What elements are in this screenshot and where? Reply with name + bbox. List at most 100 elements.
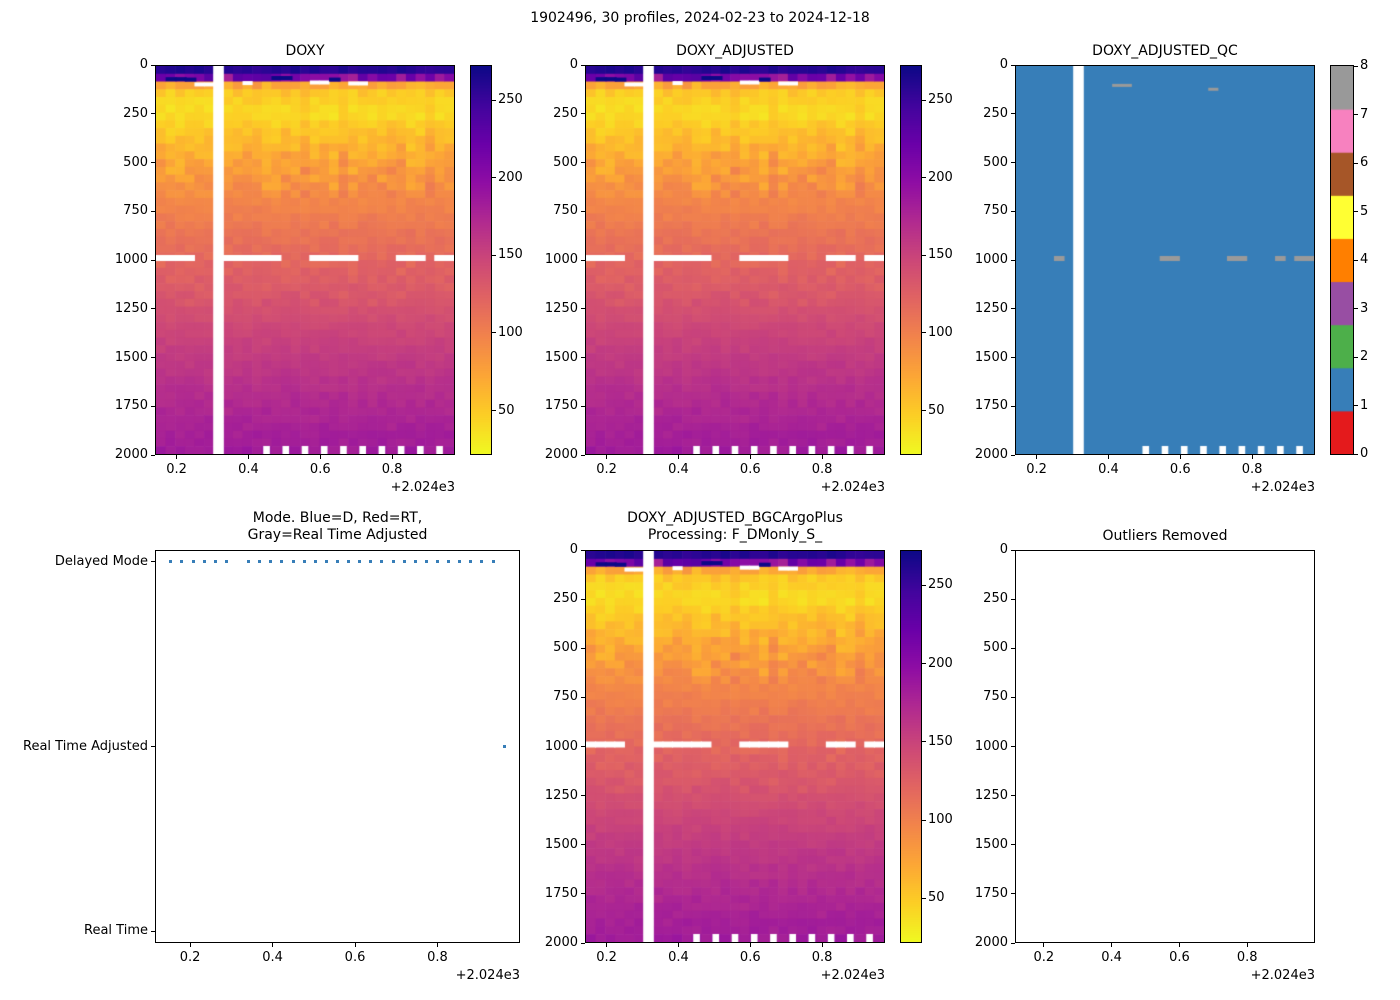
delayed-mode-dot bbox=[302, 560, 306, 564]
qc-colorbar-tick-label: 2 bbox=[1360, 349, 1369, 364]
y-tickmark bbox=[1011, 942, 1015, 944]
y-tick-label: 1750 bbox=[544, 885, 578, 901]
colorbar-tick-label: 50 bbox=[498, 402, 515, 418]
colorbar-tickmark bbox=[922, 410, 926, 412]
delayed-mode-dot bbox=[458, 560, 462, 564]
colorbar-tick-label: 100 bbox=[928, 812, 953, 827]
doxy-adjusted-qc-title: DOXY_ADJUSTED_QC bbox=[1092, 43, 1238, 59]
x-tick-label: 0.6 bbox=[309, 462, 331, 477]
x-tickmark bbox=[1036, 455, 1038, 459]
y-tick-label: 1250 bbox=[544, 300, 578, 316]
colorbar-tick-label: 200 bbox=[928, 655, 953, 671]
doxy-heatmap-canvas bbox=[156, 66, 454, 454]
x-tick-label: 0.2 bbox=[1026, 462, 1047, 477]
x-tick-label: 0.2 bbox=[596, 950, 617, 965]
y-tickmark bbox=[1011, 405, 1015, 407]
qc-colorbar-tick-label: 8 bbox=[1360, 58, 1369, 73]
x-tick-label: 0.8 bbox=[811, 462, 833, 477]
y-tick-label: 1750 bbox=[544, 398, 578, 414]
qc-colorbar-tick-label: 0 bbox=[1360, 446, 1369, 461]
y-tickmark bbox=[1011, 549, 1015, 551]
y-tick-label: 1000 bbox=[114, 252, 148, 267]
colorbar-tickmark bbox=[922, 254, 926, 256]
x-tick-label: 0.6 bbox=[739, 462, 761, 477]
colorbar-tickmark bbox=[922, 332, 926, 334]
x-tickmark bbox=[606, 455, 608, 459]
x-tickmark bbox=[319, 455, 321, 459]
delayed-mode-dot bbox=[180, 560, 184, 564]
y-tick-label: 1750 bbox=[974, 885, 1008, 901]
y-tick-label: 1500 bbox=[544, 349, 578, 365]
figure-suptitle: 1902496, 30 profiles, 2024-02-23 to 2024… bbox=[530, 10, 870, 26]
y-tickmark bbox=[581, 259, 585, 261]
y-tick-label: 250 bbox=[123, 105, 148, 121]
axis-offset-label: +2.024e3 bbox=[1250, 968, 1315, 983]
y-tickmark bbox=[1011, 795, 1015, 797]
y-tickmark bbox=[581, 308, 585, 310]
colorbar-tickmark bbox=[492, 177, 496, 179]
colorbar-tick-label: 50 bbox=[928, 402, 945, 418]
y-tickmark bbox=[1011, 844, 1015, 846]
delayed-mode-dot bbox=[447, 560, 451, 564]
y-tick-label: 2000 bbox=[974, 447, 1008, 462]
y-tickmark bbox=[581, 844, 585, 846]
x-tickmark bbox=[677, 943, 679, 947]
x-tick-label: 0.6 bbox=[1169, 462, 1191, 477]
x-tick-label: 0.4 bbox=[668, 950, 689, 965]
x-tick-label: 0.4 bbox=[1101, 950, 1122, 965]
y-tick-label: 1250 bbox=[114, 300, 148, 316]
outliers-title: Outliers Removed bbox=[1102, 528, 1228, 544]
mode-category-label: Real Time bbox=[84, 923, 148, 939]
y-tickmark bbox=[151, 930, 155, 932]
colorbar-tick-label: 200 bbox=[928, 169, 953, 185]
bgcargoplus-colorbar bbox=[900, 550, 922, 943]
y-tick-label: 500 bbox=[123, 154, 148, 170]
y-tickmark bbox=[1011, 598, 1015, 600]
axis-offset-label: +2.024e3 bbox=[820, 968, 885, 983]
y-tickmark bbox=[151, 454, 155, 456]
x-tick-label: 0.2 bbox=[179, 950, 201, 965]
y-tickmark bbox=[1011, 893, 1015, 895]
y-tickmark bbox=[151, 746, 155, 747]
y-tickmark bbox=[151, 210, 155, 212]
x-tickmark bbox=[677, 455, 679, 459]
y-tick-label: 500 bbox=[553, 154, 578, 170]
colorbar-tickmark bbox=[922, 663, 926, 665]
y-tick-label: 1000 bbox=[974, 738, 1008, 754]
colorbar-tickmark bbox=[492, 332, 496, 334]
y-tickmark bbox=[151, 113, 155, 115]
qc-colorbar-tickmark bbox=[1354, 405, 1358, 406]
delayed-mode-dot bbox=[336, 560, 339, 564]
y-tickmark bbox=[151, 259, 155, 261]
colorbar-tickmark bbox=[492, 410, 496, 412]
y-tickmark bbox=[151, 405, 155, 407]
y-tickmark bbox=[581, 598, 585, 600]
colorbar-tickmark bbox=[922, 897, 926, 899]
y-tickmark bbox=[1011, 113, 1015, 115]
y-tickmark bbox=[581, 549, 585, 551]
delayed-mode-dot bbox=[224, 560, 228, 564]
y-tickmark bbox=[1011, 308, 1015, 310]
y-tick-label: 0 bbox=[569, 542, 578, 557]
delayed-mode-dot bbox=[347, 560, 351, 564]
y-tickmark bbox=[581, 162, 585, 163]
colorbar-tickmark bbox=[492, 254, 496, 256]
x-tickmark bbox=[821, 455, 823, 459]
qc-colorbar-tickmark bbox=[1354, 259, 1358, 261]
y-tick-label: 1500 bbox=[974, 836, 1008, 852]
y-tick-label: 0 bbox=[139, 57, 148, 72]
y-tickmark bbox=[581, 210, 585, 212]
qc-colorbar-tickmark bbox=[1354, 308, 1358, 309]
x-tickmark bbox=[176, 455, 178, 459]
mode-title-line1: Mode. Blue=D, Red=RT, bbox=[252, 510, 423, 526]
x-tick-label: 0.8 bbox=[1241, 462, 1263, 477]
x-tickmark bbox=[272, 943, 274, 947]
y-tick-label: 750 bbox=[553, 689, 578, 705]
doxy-colorbar bbox=[470, 65, 492, 455]
y-tick-label: 1500 bbox=[974, 349, 1008, 365]
x-tickmark bbox=[1178, 943, 1180, 947]
x-tickmark bbox=[1107, 455, 1109, 459]
y-tick-label: 0 bbox=[999, 57, 1008, 72]
bgcargoplus-heatmap-canvas bbox=[586, 551, 884, 942]
y-tick-label: 2000 bbox=[114, 447, 148, 462]
